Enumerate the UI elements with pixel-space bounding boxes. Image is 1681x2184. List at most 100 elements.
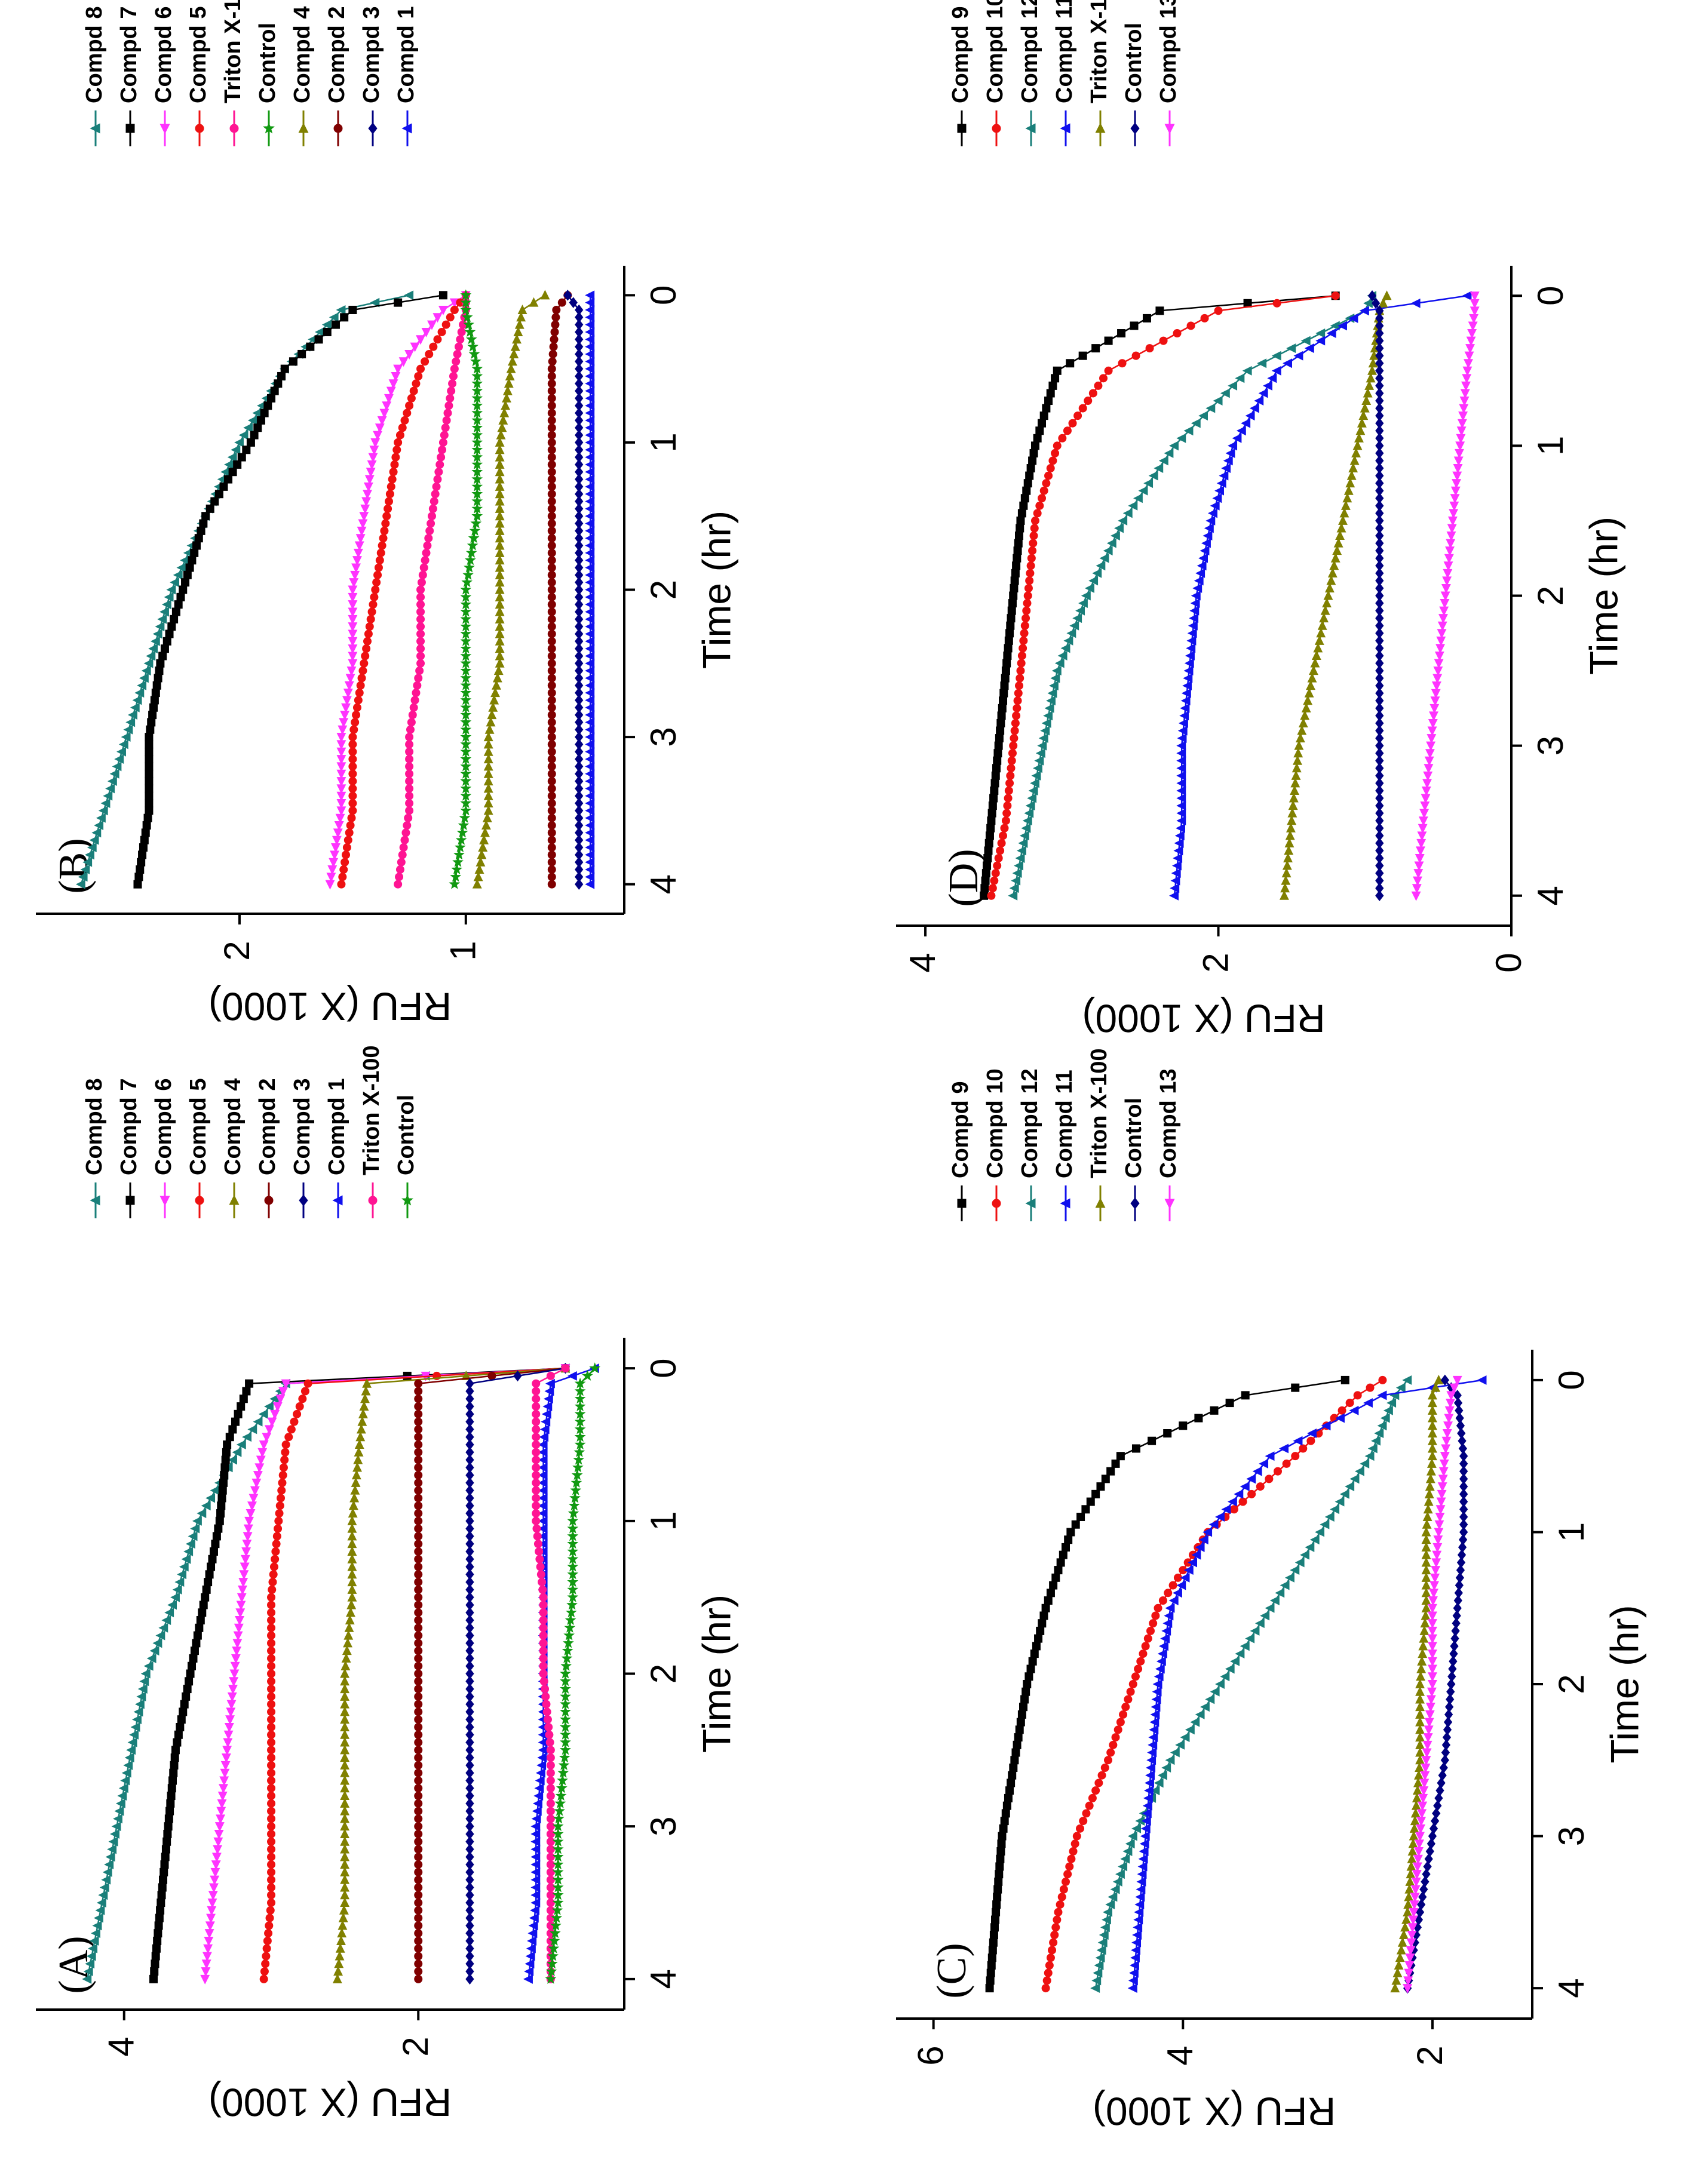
data-point — [1096, 1482, 1105, 1491]
y-tick-label: 2 — [395, 2036, 435, 2056]
data-point — [1236, 426, 1246, 436]
data-point — [585, 320, 595, 330]
data-point — [1360, 1458, 1370, 1469]
data-point — [188, 556, 197, 565]
data-point — [547, 460, 556, 469]
data-point — [1174, 838, 1184, 848]
data-point — [1300, 1550, 1309, 1560]
data-point — [1412, 884, 1422, 894]
data-point — [1145, 1778, 1154, 1788]
data-point — [478, 842, 488, 852]
legend-label: Compd 6 — [151, 1078, 176, 1175]
data-point — [145, 799, 154, 808]
data-point — [240, 1555, 250, 1565]
data-point — [200, 1974, 210, 1985]
data-point — [253, 1417, 263, 1427]
data-point — [1366, 373, 1376, 383]
data-point — [336, 305, 346, 315]
data-point — [241, 1547, 251, 1557]
data-point — [1314, 635, 1324, 645]
data-point — [585, 578, 595, 588]
data-point — [111, 1821, 121, 1832]
data-point — [542, 1402, 553, 1412]
data-point — [183, 1685, 192, 1694]
data-point — [1146, 1626, 1155, 1635]
series-compd-8 — [82, 1363, 570, 1984]
data-point — [1164, 1589, 1173, 1598]
data-point — [1142, 1801, 1152, 1811]
data-point — [430, 497, 438, 506]
data-point — [427, 512, 436, 521]
data-point — [1331, 291, 1340, 300]
data-point — [419, 563, 428, 572]
data-point — [1151, 1702, 1161, 1712]
data-point — [390, 460, 399, 469]
data-point — [1038, 733, 1048, 744]
data-point — [1025, 471, 1034, 480]
data-point — [1198, 1535, 1208, 1545]
data-point — [414, 1875, 423, 1884]
data-point — [1154, 1778, 1164, 1788]
data-point — [1412, 1862, 1422, 1872]
data-point — [1040, 726, 1050, 736]
data-point — [414, 1730, 423, 1739]
data-point — [357, 526, 367, 536]
data-point — [1204, 523, 1214, 533]
data-point — [1078, 351, 1087, 360]
data-point — [1091, 1786, 1100, 1795]
data-point — [1354, 1466, 1364, 1476]
data-point — [245, 1379, 254, 1388]
data-point — [547, 615, 556, 623]
data-point — [1396, 1945, 1406, 1955]
data-point — [464, 561, 475, 573]
data-point — [1133, 493, 1143, 503]
data-point — [1430, 696, 1440, 707]
series-compd-6 — [325, 291, 471, 890]
data-point — [1056, 1558, 1065, 1567]
data-point — [349, 578, 359, 588]
data-point — [1007, 764, 1016, 773]
data-point — [573, 1454, 585, 1465]
data-point — [1058, 434, 1067, 443]
legend-marker — [1025, 123, 1036, 134]
data-point — [1413, 1854, 1423, 1864]
data-point — [994, 741, 1003, 750]
data-point — [567, 1591, 579, 1602]
data-point — [414, 1829, 423, 1838]
data-point — [585, 872, 595, 882]
data-point — [348, 777, 357, 786]
data-point — [1097, 1771, 1106, 1780]
data-point — [532, 1455, 541, 1464]
data-point — [141, 666, 151, 676]
data-point — [451, 864, 463, 875]
data-point — [1415, 1832, 1425, 1842]
data-point — [1240, 1641, 1250, 1651]
data-point — [414, 1814, 423, 1823]
data-point — [546, 1776, 555, 1785]
data-point — [546, 1845, 555, 1854]
data-point — [465, 1973, 474, 1985]
data-point — [368, 453, 378, 463]
data-point — [1099, 553, 1109, 563]
legend-marker — [125, 1196, 135, 1205]
data-point — [148, 644, 158, 654]
legend-marker — [1060, 1198, 1070, 1209]
legend-label: Compd 13 — [1156, 1068, 1181, 1178]
data-point — [414, 1578, 423, 1587]
data-point — [165, 629, 174, 638]
data-point — [1054, 1566, 1063, 1575]
data-point — [238, 1578, 249, 1588]
data-point — [1402, 1375, 1412, 1385]
data-point — [585, 614, 595, 624]
data-point — [1042, 1976, 1051, 1985]
data-point — [1431, 1382, 1441, 1392]
data-point — [170, 1753, 179, 1762]
data-point — [539, 1593, 548, 1602]
data-point — [374, 563, 383, 572]
data-point — [1201, 538, 1211, 548]
data-point — [1349, 1474, 1360, 1484]
data-point — [987, 1953, 996, 1962]
data-point — [547, 379, 556, 388]
data-point — [1017, 651, 1026, 660]
data-point — [546, 1807, 555, 1816]
